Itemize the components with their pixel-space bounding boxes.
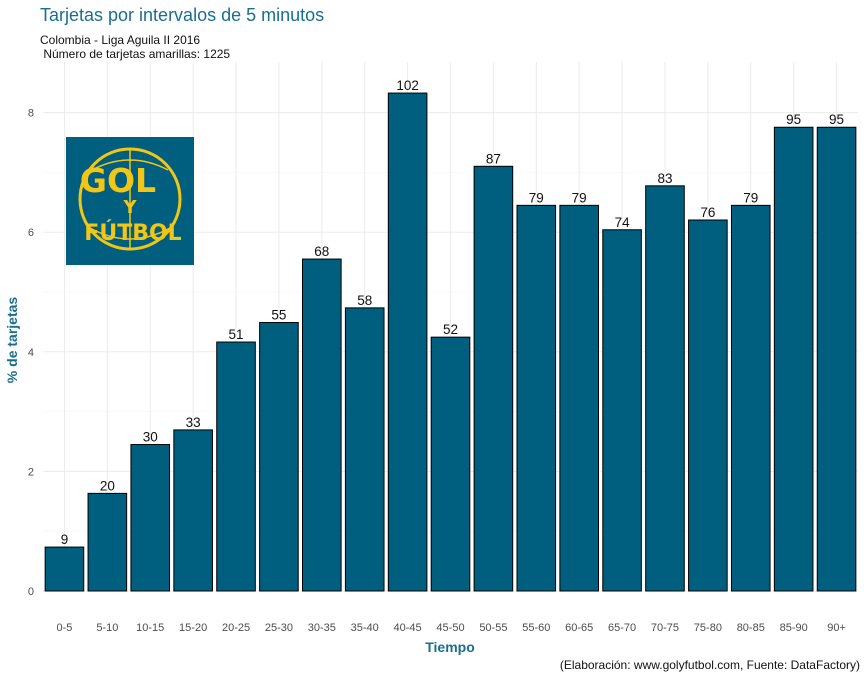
bar-value-label: 79 <box>572 190 587 205</box>
x-tick-label: 45-50 <box>436 622 464 634</box>
bars <box>44 92 857 592</box>
bar-value-label: 68 <box>314 244 329 259</box>
bar-value-label: 33 <box>186 415 201 430</box>
logo-text-gol: GOL <box>80 161 156 200</box>
x-tick-label: 60-65 <box>565 622 593 634</box>
bar-value-label: 74 <box>615 215 631 230</box>
x-tick-label: 15-20 <box>179 622 207 634</box>
bar-value-label: 20 <box>100 478 115 493</box>
bar <box>44 546 85 592</box>
chart-title: Tarjetas por intervalos de 5 minutos <box>40 5 325 25</box>
bar-value-label: 79 <box>743 190 758 205</box>
logo-ball-seams <box>89 149 171 249</box>
value-labels: 9 20 30 33 51 55 68 58 102 52 87 79 79 74 83 76 79 95 95 <box>61 78 844 547</box>
x-tick-label: 90+ <box>827 622 846 634</box>
bar-value-label: 79 <box>529 190 544 205</box>
y-tick-label: 2 <box>28 466 34 478</box>
x-tick-label: 0-5 <box>56 622 72 634</box>
bar-value-label: 102 <box>396 78 419 93</box>
bar <box>773 126 814 592</box>
x-tick-label: 10-15 <box>136 622 164 634</box>
bar-value-label: 76 <box>700 205 715 220</box>
bar-value-label: 30 <box>143 430 158 445</box>
x-axis-title: Tiempo <box>425 639 475 655</box>
x-tick-label: 25-30 <box>265 622 293 634</box>
bar <box>430 336 471 592</box>
bar-value-label: 9 <box>61 532 69 547</box>
x-tick-label: 65-70 <box>608 622 636 634</box>
x-tick-label: 75-80 <box>694 622 722 634</box>
bar-value-label: 95 <box>786 112 801 127</box>
x-tick-label: 55-60 <box>522 622 550 634</box>
bar-value-label: 58 <box>357 293 372 308</box>
x-tick-label: 50-55 <box>479 622 507 634</box>
bar-value-label: 95 <box>829 112 844 127</box>
y-axis-ticks: 0 2 4 6 8 <box>28 108 34 598</box>
bar <box>688 219 728 592</box>
bar-value-label: 51 <box>229 327 244 342</box>
bar <box>602 229 642 592</box>
x-tick-label: 70-75 <box>651 622 679 634</box>
bar <box>645 185 685 592</box>
bar <box>473 165 514 592</box>
x-axis-ticks: 0-5 5-10 10-15 15-20 20-25 25-30 30-35 35-40 40-… <box>56 622 845 634</box>
bar <box>302 258 342 592</box>
bar-value-label: 83 <box>657 171 672 186</box>
x-tick-label: 40-45 <box>394 622 422 634</box>
y-tick-label: 8 <box>28 108 34 120</box>
bar <box>387 92 428 592</box>
bar <box>516 204 557 592</box>
x-tick-label: 20-25 <box>222 622 250 634</box>
y-tick-label: 6 <box>28 227 34 239</box>
subtitle-card-count: Número de tarjetas amarillas: 1225 <box>40 47 231 61</box>
x-tick-label: 30-35 <box>308 622 336 634</box>
x-tick-label: 80-85 <box>737 622 765 634</box>
bar <box>87 492 128 592</box>
logo-text-futbol: FÚTBOL <box>84 220 181 246</box>
bar <box>730 204 771 592</box>
bar <box>559 204 599 592</box>
x-tick-label: 35-40 <box>351 622 379 634</box>
chart-subtitle: Colombia - Liga Aguila II 2016 Número de… <box>40 33 230 61</box>
y-tick-label: 0 <box>28 586 34 598</box>
y-axis-title: % de tarjetas <box>4 297 20 384</box>
bar-value-label: 87 <box>486 151 501 166</box>
bar <box>130 444 171 592</box>
bar-value-label: 55 <box>271 308 286 323</box>
y-tick-label: 4 <box>28 347 34 359</box>
bar <box>259 322 299 592</box>
chart-caption: (Elaboración: www.golyfutbol.com, Fuente… <box>559 658 860 672</box>
subtitle-league: Colombia - Liga Aguila II 2016 <box>40 33 201 47</box>
x-tick-label: 85-90 <box>780 622 808 634</box>
logo-text-y: Y <box>122 197 137 218</box>
x-tick-label: 5-10 <box>96 622 118 634</box>
bar <box>816 126 857 592</box>
bar-value-label: 52 <box>443 322 458 337</box>
bar <box>344 307 385 592</box>
logo: GOL Y FÚTBOL <box>66 137 194 265</box>
bar <box>173 429 213 592</box>
bar <box>216 341 256 592</box>
